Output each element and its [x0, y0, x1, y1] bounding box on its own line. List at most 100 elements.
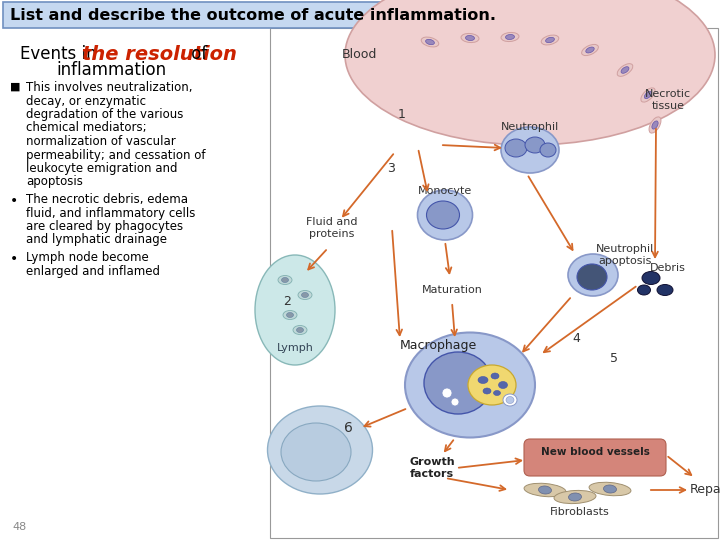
Ellipse shape [483, 388, 491, 394]
Ellipse shape [540, 143, 556, 157]
Ellipse shape [541, 35, 559, 45]
Text: Macrophage: Macrophage [400, 339, 477, 352]
Ellipse shape [603, 485, 616, 493]
Ellipse shape [649, 117, 661, 133]
Ellipse shape [421, 37, 438, 47]
Text: List and describe the outcome of acute inflammation.: List and describe the outcome of acute i… [10, 8, 496, 23]
Ellipse shape [282, 278, 289, 282]
Text: 5: 5 [610, 352, 618, 365]
Ellipse shape [589, 482, 631, 496]
Ellipse shape [586, 47, 594, 53]
Ellipse shape [302, 293, 308, 298]
Circle shape [442, 388, 452, 398]
FancyBboxPatch shape [270, 28, 718, 538]
Text: decay, or enzymatic: decay, or enzymatic [26, 94, 146, 107]
Text: New blood vessels: New blood vessels [541, 447, 649, 457]
Ellipse shape [278, 275, 292, 285]
Text: Growth
factors: Growth factors [409, 457, 455, 479]
Ellipse shape [255, 255, 335, 365]
Text: 2: 2 [283, 295, 291, 308]
Text: Lymph node become: Lymph node become [26, 251, 149, 264]
Ellipse shape [569, 493, 582, 501]
Text: enlarged and inflamed: enlarged and inflamed [26, 265, 160, 278]
Text: chemical mediators;: chemical mediators; [26, 122, 147, 134]
Ellipse shape [641, 88, 655, 102]
Text: are cleared by phagocytes: are cleared by phagocytes [26, 220, 183, 233]
Text: normalization of vascular: normalization of vascular [26, 135, 176, 148]
Text: 4: 4 [572, 332, 580, 345]
Ellipse shape [637, 285, 650, 295]
Circle shape [451, 398, 459, 406]
Text: and lymphatic drainage: and lymphatic drainage [26, 233, 167, 246]
Ellipse shape [525, 137, 545, 153]
Text: inflammation: inflammation [56, 61, 166, 79]
Text: This involves neutralization,: This involves neutralization, [26, 81, 192, 94]
Ellipse shape [505, 139, 527, 157]
Ellipse shape [539, 486, 552, 494]
Text: Maturation: Maturation [422, 285, 482, 295]
Ellipse shape [493, 390, 500, 395]
Text: Fibroblasts: Fibroblasts [550, 507, 610, 517]
Ellipse shape [298, 291, 312, 300]
Ellipse shape [546, 37, 554, 43]
Ellipse shape [501, 127, 559, 173]
Text: Neutrophil: Neutrophil [501, 122, 559, 132]
Text: 48: 48 [12, 522, 26, 532]
Text: Blood: Blood [342, 49, 377, 62]
Ellipse shape [426, 39, 434, 45]
Text: 1: 1 [398, 108, 406, 121]
Text: •: • [10, 252, 18, 266]
Text: Debris: Debris [650, 263, 686, 273]
Text: of: of [186, 45, 207, 63]
Text: 3: 3 [387, 162, 395, 175]
Ellipse shape [621, 67, 629, 73]
Ellipse shape [268, 406, 372, 494]
Ellipse shape [293, 326, 307, 334]
Text: degradation of the various: degradation of the various [26, 108, 184, 121]
Ellipse shape [501, 32, 519, 42]
Text: apoptosis: apoptosis [26, 176, 83, 188]
Text: Fluid and
proteins: Fluid and proteins [306, 217, 358, 239]
Text: The necrotic debris, edema: The necrotic debris, edema [26, 193, 188, 206]
Ellipse shape [652, 121, 658, 129]
Ellipse shape [505, 35, 515, 39]
Text: •: • [10, 194, 18, 208]
Ellipse shape [657, 285, 673, 295]
Text: leukocyte emigration and: leukocyte emigration and [26, 162, 178, 175]
Text: ■: ■ [10, 82, 20, 92]
Ellipse shape [345, 0, 715, 145]
Ellipse shape [491, 373, 499, 379]
Ellipse shape [642, 272, 660, 285]
Ellipse shape [418, 190, 472, 240]
Text: Necrotic
tissue: Necrotic tissue [645, 89, 691, 111]
Text: fluid, and inflammatory cells: fluid, and inflammatory cells [26, 206, 195, 219]
Ellipse shape [524, 483, 566, 497]
Text: the resolution: the resolution [82, 45, 237, 64]
Text: Lymph: Lymph [276, 343, 313, 353]
Ellipse shape [426, 201, 459, 229]
Ellipse shape [281, 423, 351, 481]
Ellipse shape [287, 313, 294, 318]
Ellipse shape [577, 264, 607, 290]
Ellipse shape [506, 396, 514, 403]
Text: Monocyte: Monocyte [418, 186, 472, 196]
Text: permeability; and cessation of: permeability; and cessation of [26, 148, 205, 161]
Ellipse shape [405, 333, 535, 437]
Ellipse shape [554, 490, 596, 504]
Ellipse shape [582, 44, 598, 56]
Ellipse shape [503, 394, 517, 406]
Ellipse shape [461, 33, 479, 43]
Ellipse shape [617, 64, 633, 76]
Ellipse shape [498, 381, 508, 388]
Ellipse shape [468, 365, 516, 405]
Ellipse shape [478, 376, 488, 383]
Ellipse shape [466, 36, 474, 40]
Ellipse shape [568, 254, 618, 296]
Ellipse shape [644, 91, 652, 99]
Text: Repair: Repair [690, 483, 720, 496]
Ellipse shape [297, 327, 304, 333]
Ellipse shape [424, 352, 492, 414]
Text: Neutrophil
apoptosis: Neutrophil apoptosis [596, 244, 654, 266]
Ellipse shape [283, 310, 297, 320]
Text: 6: 6 [344, 421, 353, 435]
